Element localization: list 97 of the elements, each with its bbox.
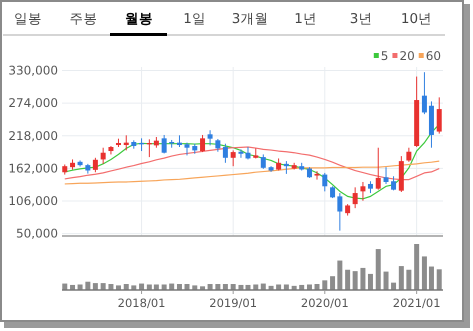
x-tick-label: 2019/01 [209, 296, 258, 310]
y-tick-label: 162,000 [8, 161, 58, 176]
legend-label: 5 [380, 49, 388, 63]
candlestick [276, 158, 282, 171]
candlestick [100, 147, 106, 164]
candlestick [124, 134, 129, 151]
legend-label: 20 [399, 49, 415, 63]
bar [176, 284, 182, 290]
y-tick-label: 274,000 [8, 96, 58, 110]
bar [360, 268, 366, 290]
y-tick-label: 330,000 [8, 63, 58, 78]
y-tick-label: 106,000 [8, 194, 58, 208]
text: 일봉 [14, 11, 42, 27]
y-tick-label: 50,000 [16, 226, 58, 241]
bar [230, 284, 236, 290]
bar [62, 284, 68, 290]
candlestick [139, 138, 144, 152]
bar [92, 283, 98, 290]
text: 1일 [183, 11, 206, 27]
candlestick [62, 164, 68, 176]
bar [108, 284, 114, 290]
bar [284, 284, 289, 290]
bar [345, 270, 350, 290]
bar [215, 284, 220, 290]
candlestick [253, 148, 258, 159]
candlestick [92, 157, 98, 173]
bar [139, 284, 144, 290]
candlestick [208, 130, 213, 146]
y-tick-label: 218,000 [8, 128, 58, 143]
x-tick-label: 2018/01 [118, 296, 166, 310]
line-series [64, 160, 440, 185]
bar [337, 260, 342, 290]
candlestick [391, 176, 396, 191]
bar [406, 270, 412, 290]
text: 10년 [400, 11, 432, 27]
candlestick [352, 186, 358, 209]
x-tick-label: 2021/01 [392, 296, 441, 310]
candlestick [200, 134, 206, 153]
bar [208, 284, 213, 290]
bar [100, 283, 106, 290]
bar [422, 256, 427, 290]
candlestick [162, 134, 167, 154]
candlestick [360, 181, 366, 202]
bar [85, 282, 90, 290]
text: 월봉 [125, 11, 153, 27]
bar [428, 266, 434, 290]
candlestick [260, 154, 266, 170]
candlestick [422, 72, 427, 115]
candlestick [322, 172, 328, 192]
bar [162, 284, 167, 290]
candlestick [368, 180, 373, 194]
bar [384, 272, 389, 290]
candlestick [154, 136, 159, 148]
text: 3개월 [232, 11, 268, 27]
bar [260, 284, 266, 290]
candlestick [406, 147, 412, 162]
candlestick [85, 163, 90, 174]
candlestick [176, 134, 182, 148]
bar [314, 284, 320, 290]
bar [330, 276, 336, 290]
bar [276, 284, 282, 290]
text: 1년 [294, 11, 317, 27]
bar [414, 244, 420, 290]
bar [352, 271, 358, 290]
candlestick [215, 138, 220, 152]
bar [376, 249, 381, 290]
candlestick [384, 166, 389, 184]
candlestick [70, 158, 76, 170]
bar [184, 284, 190, 290]
candlestick [330, 186, 336, 199]
bar [169, 284, 174, 290]
bar [398, 266, 404, 290]
x-tick-label: 2020/01 [300, 296, 349, 310]
bar [146, 284, 152, 290]
text: 3년 [350, 11, 372, 27]
bar [124, 284, 129, 290]
candlestick [345, 204, 350, 216]
candlestick [337, 192, 342, 232]
candlestick [192, 143, 198, 154]
bar [322, 280, 328, 290]
bar [78, 284, 83, 290]
text: 주봉 [70, 11, 98, 27]
bar [436, 269, 442, 290]
bar [222, 284, 228, 290]
candlestick [245, 146, 250, 160]
candlestick [146, 138, 152, 158]
candlestick [222, 143, 228, 164]
candlestick [306, 166, 312, 178]
candlestick [376, 147, 381, 190]
bar [391, 282, 396, 290]
bar [306, 284, 312, 290]
candlestick [230, 150, 236, 167]
legend-label: 60 [426, 49, 441, 63]
bar [253, 284, 258, 290]
bar [368, 274, 373, 290]
bar [154, 284, 159, 290]
candlestick [436, 96, 442, 134]
